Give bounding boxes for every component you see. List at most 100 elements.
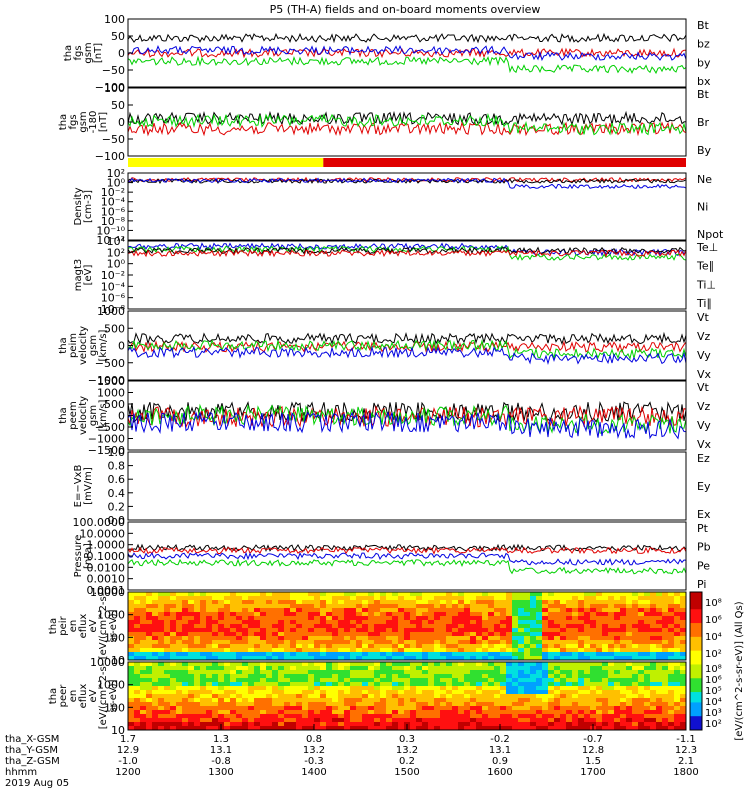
heatmap-cell [404, 624, 411, 629]
heatmap-cell [134, 726, 141, 731]
colorbar-cell [690, 695, 702, 700]
heatmap-cell [236, 648, 243, 653]
heatmap-cell [254, 608, 261, 613]
heatmap-cell [146, 612, 153, 617]
heatmap-cell [560, 648, 567, 653]
heatmap-cell [494, 636, 501, 641]
heatmap-cell [578, 644, 585, 649]
heatmap-cell [536, 718, 543, 723]
heatmap-cell [620, 694, 627, 699]
heatmap-cell [266, 612, 273, 617]
heatmap-cell [470, 644, 477, 649]
heatmap-cell [170, 718, 177, 723]
heatmap-cell [374, 674, 381, 679]
heatmap-cell [662, 636, 669, 641]
heatmap-cell [248, 702, 255, 707]
heatmap-cell [572, 674, 579, 679]
heatmap-cell [392, 652, 399, 657]
heatmap-cell [194, 596, 201, 601]
heatmap-cell [284, 640, 291, 645]
heatmap-cell [476, 682, 483, 687]
colorbar-label: [eV/(cm^2-s-sr-eV)] (All Qs) [734, 601, 745, 740]
heatmap-cell [650, 632, 657, 637]
heatmap-cell [272, 694, 279, 699]
heatmap-cell [272, 656, 279, 661]
heatmap-cell [578, 718, 585, 723]
heatmap-cell [434, 612, 441, 617]
heatmap-cell [602, 714, 609, 719]
heatmap-cell [590, 662, 597, 667]
heatmap-cell [434, 600, 441, 605]
y-axis-label: [mV/m] [83, 467, 94, 505]
heatmap-cell [260, 628, 267, 633]
heatmap-cell [662, 640, 669, 645]
heatmap-cell [254, 698, 261, 703]
heatmap-cell [272, 652, 279, 657]
heatmap-cell [632, 662, 639, 667]
heatmap-cell [530, 648, 537, 653]
heatmap-cell [470, 592, 477, 597]
heatmap-cell [482, 682, 489, 687]
heatmap-cell [440, 666, 447, 671]
heatmap-cell [488, 722, 495, 727]
heatmap-cell [464, 726, 471, 731]
heatmap-cell [584, 718, 591, 723]
heatmap-cell [446, 640, 453, 645]
heatmap-cell [602, 690, 609, 695]
heatmap-cell [584, 612, 591, 617]
heatmap-cell [176, 600, 183, 605]
heatmap-cell [530, 620, 537, 625]
heatmap-cell [572, 726, 579, 731]
heatmap-cell [158, 686, 165, 691]
heatmap-cell [326, 628, 333, 633]
heatmap-cell [482, 686, 489, 691]
heatmap-cell [482, 604, 489, 609]
heatmap-cell [290, 702, 297, 707]
heatmap-cell [656, 620, 663, 625]
heatmap-cell [440, 656, 447, 661]
heatmap-cell [266, 702, 273, 707]
heatmap-cell [662, 628, 669, 633]
heatmap-cell [530, 666, 537, 671]
heatmap-cell [308, 624, 315, 629]
heatmap-cell [512, 616, 519, 621]
heatmap-cell [434, 644, 441, 649]
heatmap-cell [506, 662, 513, 667]
heatmap-cell [638, 726, 645, 731]
heatmap-cell [284, 722, 291, 727]
heatmap-cell [626, 632, 633, 637]
heatmap-cell [644, 592, 651, 597]
heatmap-cell [416, 628, 423, 633]
heatmap-cell [326, 600, 333, 605]
colorbar-tick-label: 10⁵ [705, 686, 722, 697]
heatmap-cell [314, 674, 321, 679]
heatmap-cell [344, 616, 351, 621]
y-tick-label: 1000 [97, 609, 125, 622]
heatmap-cell [326, 616, 333, 621]
heatmap-cell [254, 690, 261, 695]
heatmap-cell [644, 620, 651, 625]
heatmap-cell [614, 682, 621, 687]
heatmap-cell [152, 652, 159, 657]
heatmap-cell [608, 604, 615, 609]
heatmap-cell [674, 596, 681, 601]
heatmap-cell [350, 624, 357, 629]
colorbar-cell [690, 595, 702, 600]
heatmap-cell [518, 690, 525, 695]
heatmap-cell [512, 612, 519, 617]
heatmap-cell [422, 702, 429, 707]
heatmap-cell [362, 656, 369, 661]
heatmap-cell [398, 678, 405, 683]
heatmap-cell [302, 718, 309, 723]
heatmap-cell [338, 710, 345, 715]
heatmap-cell [602, 608, 609, 613]
heatmap-cell [218, 698, 225, 703]
heatmap-cell [464, 600, 471, 605]
heatmap-cell [476, 698, 483, 703]
heatmap-cell [542, 628, 549, 633]
heatmap-cell [164, 690, 171, 695]
heatmap-cell [278, 652, 285, 657]
heatmap-cell [284, 706, 291, 711]
heatmap-cell [440, 604, 447, 609]
heatmap-cell [620, 662, 627, 667]
